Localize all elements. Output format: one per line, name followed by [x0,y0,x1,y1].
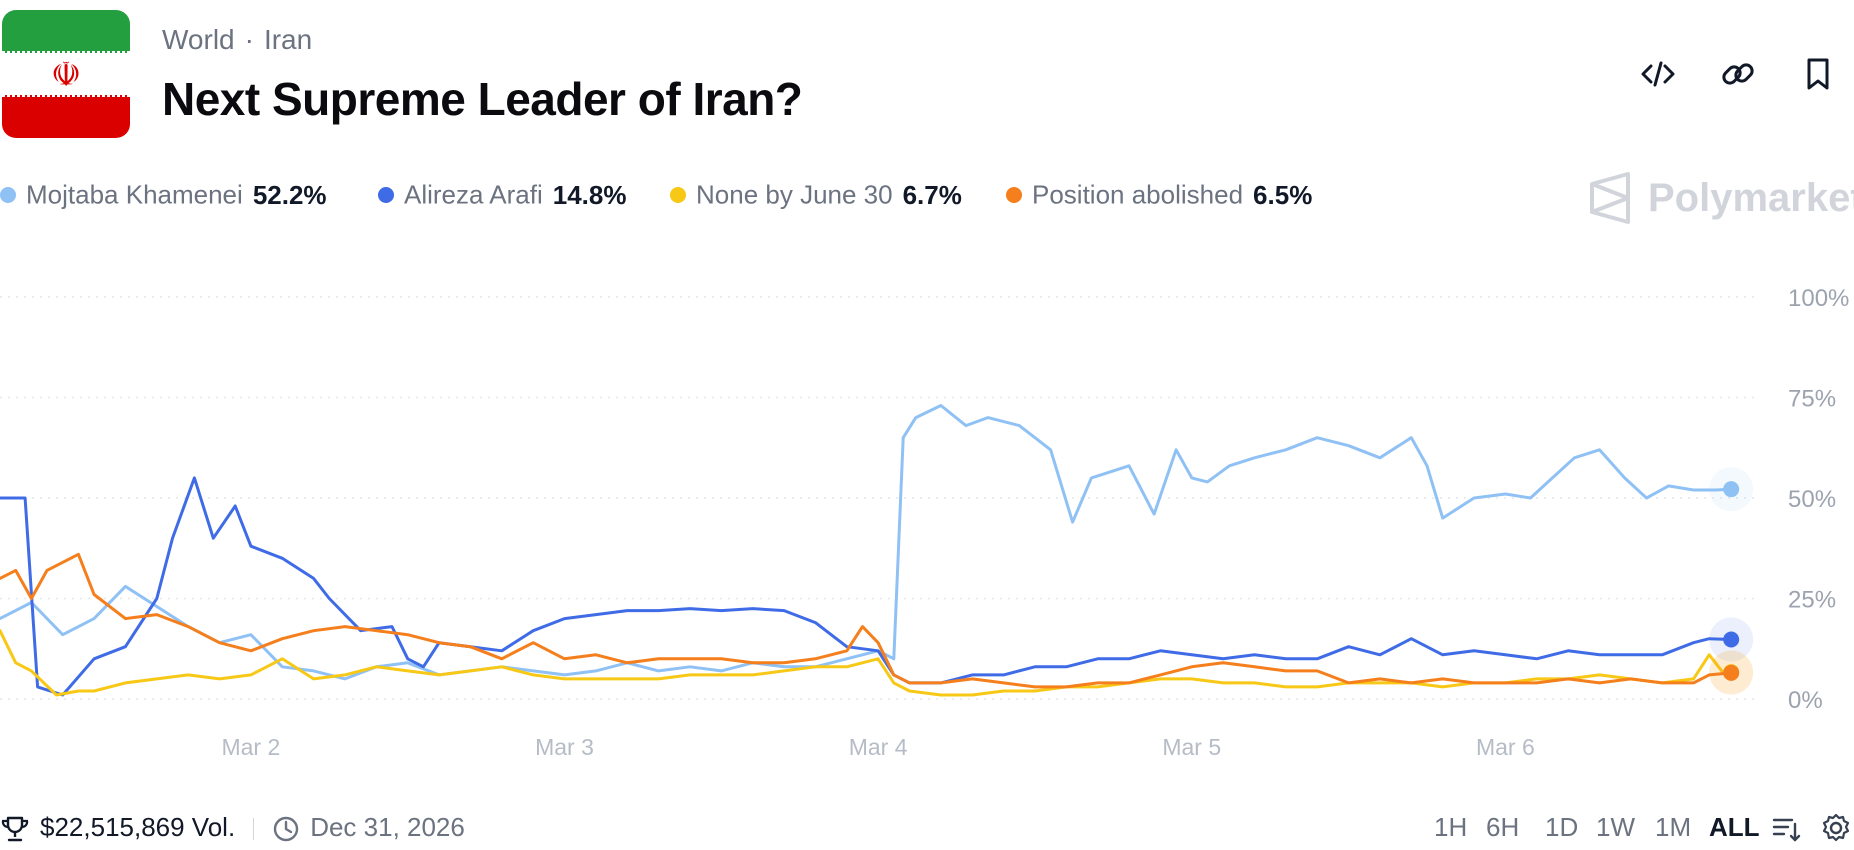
y-tick-label: 75% [1788,386,1836,413]
footer-divider [253,818,255,841]
page-title: Next Supreme Leader of Iran? [162,73,803,125]
series-end-point-alireza-arafi [1723,631,1740,648]
range-6h-button[interactable]: 6H [1486,812,1520,842]
breadcrumb: World · Iran [162,24,312,56]
clock-icon [273,816,299,842]
legend-name: None by June 30 [696,179,893,210]
legend-value: 52.2% [252,179,327,210]
legend-value: 6.7% [902,179,962,210]
legend-item-none-by-june-30[interactable]: None by June 30 6.7% [670,178,962,211]
breadcrumb-world[interactable]: World [162,24,235,55]
iran-flag: ☫ [2,10,130,138]
market-footer: $22,515,869 Vol. Dec 31, 2026 1H 6H 1D 1… [0,806,1854,850]
legend-item-alireza-arafi[interactable]: Alireza Arafi 14.8% [378,178,626,211]
series-end-point-mojtaba-khamenei [1723,481,1740,498]
iran-emblem-icon: ☫ [51,55,81,95]
legend-dot [670,187,686,204]
embed-button[interactable] [1634,50,1682,98]
legend-item-position-abolished[interactable]: Position abolished 6.5% [1006,178,1312,211]
polymarket-logo-icon [1590,172,1630,224]
x-tick-label: Mar 2 [221,734,280,760]
series-end-point-position-abolished [1723,664,1740,681]
polymarket-wordmark: Polymarket [1648,176,1854,220]
iran-flag-graphic: ☫ [2,10,130,138]
sort-icon[interactable] [1770,812,1802,844]
trophy-icon [1,816,29,842]
volume-text: $22,515,869 Vol. [40,812,236,842]
range-1d-button[interactable]: 1D [1545,812,1579,842]
y-tick-label: 25% [1788,587,1836,614]
range-1w-button[interactable]: 1W [1596,812,1635,842]
y-tick-label: 100% [1788,285,1849,312]
legend-dot [0,187,16,204]
time-range-selector: 1H 6H 1D 1W 1M ALL [1434,812,1854,846]
legend-name: Mojtaba Khamenei [26,179,243,210]
x-tick-label: Mar 4 [849,734,908,760]
y-tick-label: 0% [1788,687,1823,714]
x-tick-label: Mar 3 [535,734,594,760]
gear-icon[interactable] [1820,812,1852,844]
legend-item-mojtaba-khamenei[interactable]: Mojtaba Khamenei 52.2% [0,178,327,211]
legend-dot [1006,187,1022,204]
breadcrumb-separator: · [244,24,254,55]
series-line-none-by-june-30 [0,629,1733,697]
link-icon [1722,63,1754,85]
range-all-button[interactable]: ALL [1709,812,1760,842]
range-1h-button[interactable]: 1H [1434,812,1468,842]
embed-code-icon [1641,61,1675,87]
series-line-position-abolished [0,552,1733,689]
market-stats: $22,515,869 Vol. Dec 31, 2026 [0,812,465,844]
legend-value: 14.8% [552,179,627,210]
series-line-alireza-arafi [0,476,1733,697]
y-tick-label: 50% [1788,486,1836,513]
price-chart: 0% 25% 50% 75% 100% Mar 2 Mar 3 Mar 4 Mar 5 Mar 6 [0,240,1854,760]
bookmark-button[interactable] [1794,50,1842,98]
price-chart-svg[interactable]: 0% 25% 50% 75% 100% Mar 2 Mar 3 Mar 4 Mar 5 Mar 6 [0,240,1854,760]
range-1m-button[interactable]: 1M [1655,812,1692,842]
copy-link-button[interactable] [1714,50,1762,98]
legend-dot [378,187,394,204]
market-header: ☫ World · Iran Next Supreme Leader of Iran… [0,0,1854,150]
series-line-mojtaba-khamenei [0,404,1733,681]
header-actions [1634,50,1854,98]
breadcrumb-iran[interactable]: Iran [263,24,313,55]
legend-name: Alireza Arafi [404,179,543,210]
bookmark-icon [1807,58,1829,90]
legend-name: Position abolished [1032,179,1244,210]
end-date-text: Dec 31, 2026 [310,812,465,842]
x-tick-label: Mar 5 [1162,734,1221,760]
legend-value: 6.5% [1253,179,1313,210]
x-tick-label: Mar 6 [1476,734,1535,760]
